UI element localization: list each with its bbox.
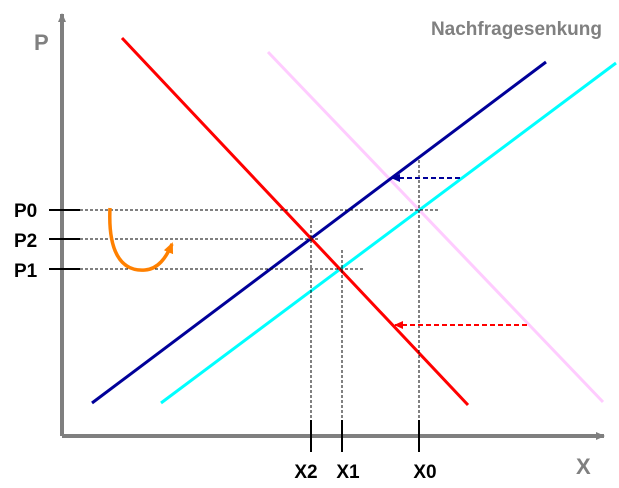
demand-curve (120, 36, 470, 407)
x-axis-label: X (576, 454, 591, 479)
price-label-p0: P0 (14, 201, 37, 222)
supply-curve-original (91, 60, 547, 405)
quantity-label-x2: X2 (294, 462, 317, 483)
price-change-curved-arrow (108, 207, 174, 272)
price-label-p2: P2 (14, 231, 37, 252)
supply-curve-shifted (160, 61, 617, 405)
y-axis-label: P (34, 30, 49, 55)
diagram-title: Nachfragesenkung (431, 19, 602, 40)
demand-curve-shifted (266, 50, 605, 404)
quantity-label-x0: X0 (413, 462, 436, 483)
price-label-p1: P1 (14, 261, 38, 282)
quantity-label-x1: X1 (336, 462, 360, 483)
